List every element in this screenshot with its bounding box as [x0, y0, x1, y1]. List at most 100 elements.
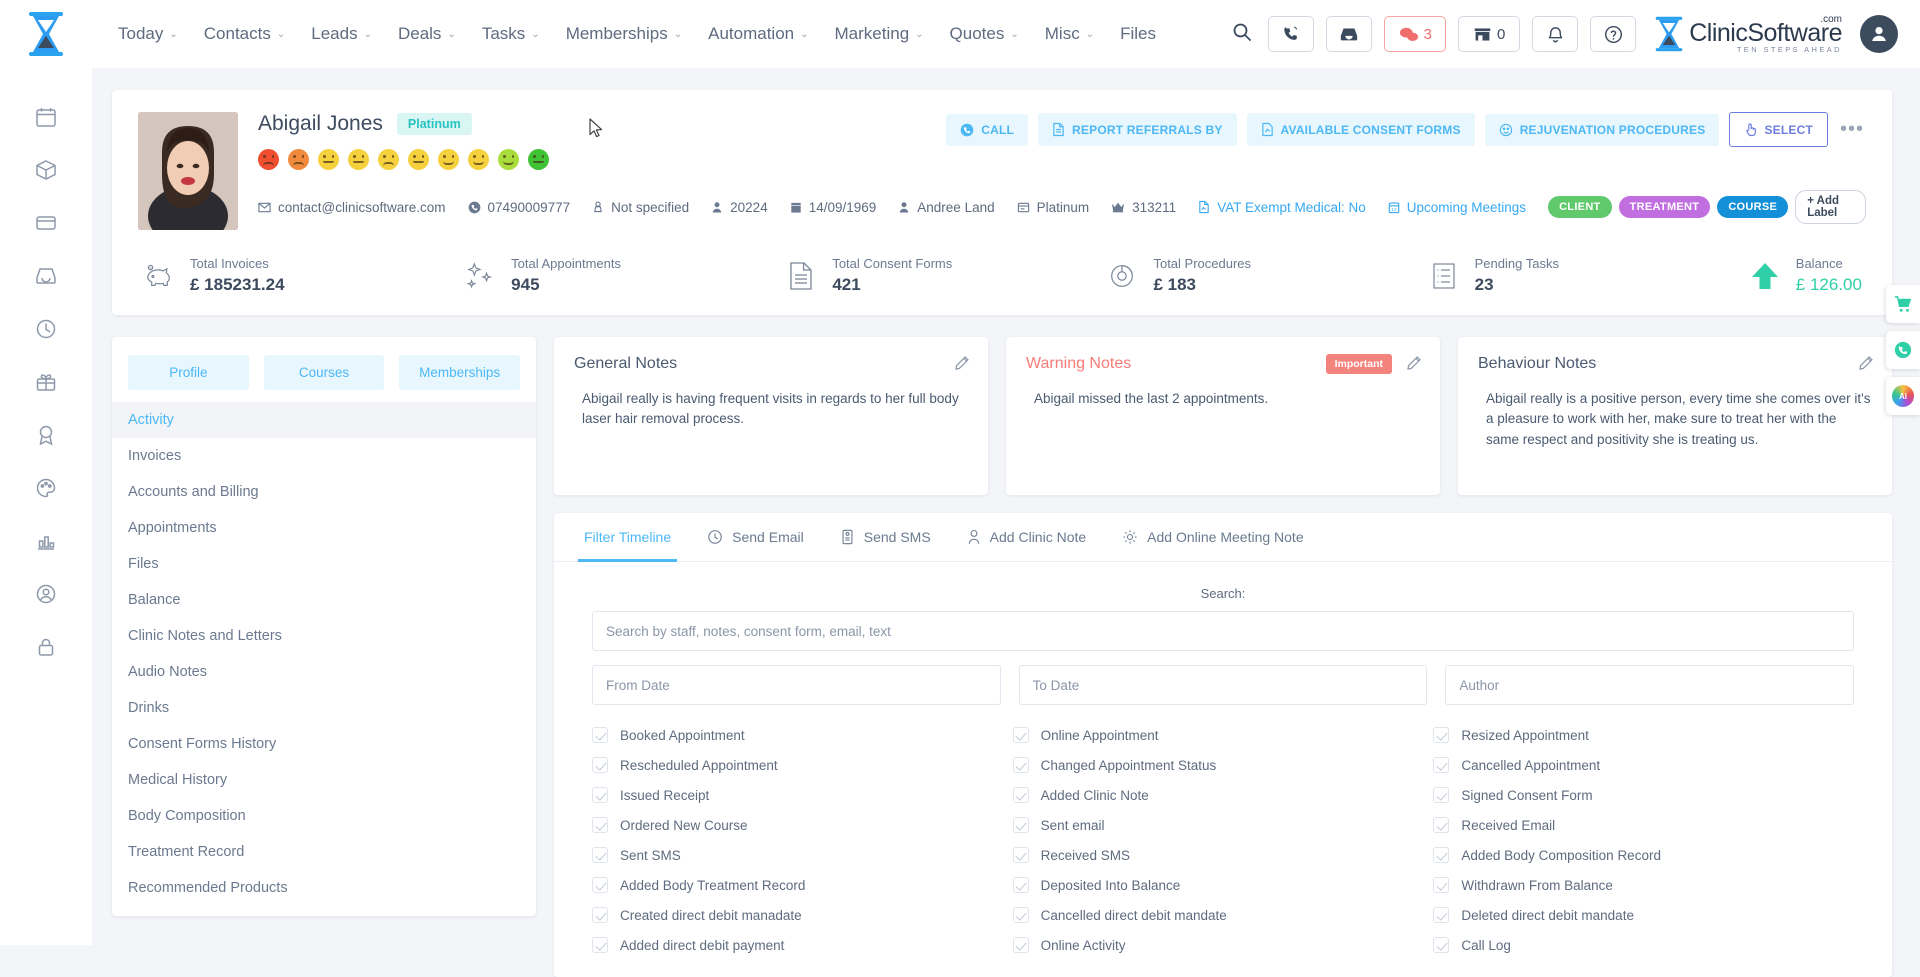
timeline-tab-add-online-meeting-note[interactable]: Add Online Meeting Note: [1104, 513, 1321, 561]
rail-cards-icon[interactable]: [35, 212, 57, 239]
tag-course[interactable]: COURSE: [1717, 196, 1788, 218]
timeline-tab-send-email[interactable]: Send Email: [689, 513, 822, 561]
checkbox-box[interactable]: [592, 877, 608, 893]
report-referrals-by-button[interactable]: REPORT REFERRALS BY: [1038, 113, 1236, 146]
checkbox-added-direct-debit-payment[interactable]: Added direct debit payment: [592, 937, 1013, 953]
checkbox-received-email[interactable]: Received Email: [1433, 817, 1854, 833]
nav-item-misc[interactable]: Misc⌄: [1045, 24, 1094, 44]
rating-face-4[interactable]: [348, 149, 369, 170]
checkbox-cancelled-appointment[interactable]: Cancelled Appointment: [1433, 757, 1854, 773]
checkbox-deleted-direct-debit-mandate[interactable]: Deleted direct debit mandate: [1433, 907, 1854, 923]
call-button[interactable]: CALL: [946, 114, 1028, 146]
nav-item-files[interactable]: Files: [1120, 24, 1156, 44]
edit-behaviour-notes-icon[interactable]: [1858, 355, 1874, 376]
checkbox-box[interactable]: [1433, 817, 1449, 833]
checkbox-online-appointment[interactable]: Online Appointment: [1013, 727, 1434, 743]
rail-badge-icon[interactable]: [35, 424, 57, 451]
sidebar-item-treatment-record[interactable]: Treatment Record: [112, 834, 536, 870]
checkbox-box[interactable]: [1433, 937, 1449, 953]
rating-face-6[interactable]: [408, 149, 429, 170]
checkbox-box[interactable]: [592, 847, 608, 863]
select-button[interactable]: SELECT: [1729, 112, 1828, 147]
rating-face-2[interactable]: [288, 149, 309, 170]
rail-account-icon[interactable]: [35, 583, 57, 610]
nav-item-today[interactable]: Today⌄: [118, 24, 178, 44]
sidebar-item-clinic-notes-and-letters[interactable]: Clinic Notes and Letters: [112, 618, 536, 654]
sidebar-item-accounts-and-billing[interactable]: Accounts and Billing: [112, 474, 536, 510]
checkbox-box[interactable]: [1433, 757, 1449, 773]
checkbox-box[interactable]: [592, 757, 608, 773]
checkbox-booked-appointment[interactable]: Booked Appointment: [592, 727, 1013, 743]
sidebar-item-consent-forms-history[interactable]: Consent Forms History: [112, 726, 536, 762]
checkbox-box[interactable]: [1433, 847, 1449, 863]
sidebar-item-balance[interactable]: Balance: [112, 582, 536, 618]
sidebar-item-drinks[interactable]: Drinks: [112, 690, 536, 726]
search-icon[interactable]: [1232, 22, 1252, 47]
more-options-icon[interactable]: •••: [1838, 118, 1866, 141]
checkbox-box[interactable]: [592, 817, 608, 833]
checkbox-ordered-new-course[interactable]: Ordered New Course: [592, 817, 1013, 833]
checkbox-withdrawn-from-balance[interactable]: Withdrawn From Balance: [1433, 877, 1854, 893]
edit-general-notes-icon[interactable]: [954, 355, 970, 376]
tag-treatment[interactable]: TREATMENT: [1619, 196, 1711, 218]
ai-assistant-button[interactable]: AI: [1886, 377, 1920, 415]
checkbox-box[interactable]: [1433, 877, 1449, 893]
sidebar-item-body-composition[interactable]: Body Composition: [112, 798, 536, 834]
checkbox-cancelled-direct-debit-mandate[interactable]: Cancelled direct debit mandate: [1013, 907, 1434, 923]
checkbox-signed-consent-form[interactable]: Signed Consent Form: [1433, 787, 1854, 803]
sidebar-item-invoices[interactable]: Invoices: [112, 438, 536, 474]
available-consent-forms-button[interactable]: AVAILABLE CONSENT FORMS: [1247, 113, 1475, 146]
edit-warning-notes-icon[interactable]: [1406, 355, 1422, 376]
checkbox-box[interactable]: [1013, 757, 1029, 773]
nav-item-marketing[interactable]: Marketing⌄: [835, 24, 924, 44]
checkbox-box[interactable]: [1013, 907, 1029, 923]
checkbox-sent-email[interactable]: Sent email: [1013, 817, 1434, 833]
rail-palette-icon[interactable]: [35, 477, 57, 504]
sidebar-item-audio-notes[interactable]: Audio Notes: [112, 654, 536, 690]
nav-item-deals[interactable]: Deals⌄: [398, 24, 456, 44]
rail-lock-icon[interactable]: [35, 636, 57, 663]
nav-item-tasks[interactable]: Tasks⌄: [482, 24, 540, 44]
app-logo[interactable]: [0, 0, 92, 68]
help-button[interactable]: [1590, 16, 1636, 52]
checkbox-box[interactable]: [1013, 877, 1029, 893]
nav-item-contacts[interactable]: Contacts⌄: [204, 24, 285, 44]
rating-face-3[interactable]: [318, 149, 339, 170]
checkbox-received-sms[interactable]: Received SMS: [1013, 847, 1434, 863]
author-input[interactable]: [1445, 665, 1854, 705]
nav-item-leads[interactable]: Leads⌄: [311, 24, 372, 44]
checkbox-created-direct-debit-manadate[interactable]: Created direct debit manadate: [592, 907, 1013, 923]
rail-gift-icon[interactable]: [35, 371, 57, 398]
client-photo[interactable]: [138, 112, 238, 230]
rating-face-5[interactable]: [378, 149, 399, 170]
checkbox-call-log[interactable]: Call Log: [1433, 937, 1854, 953]
rating-face-8[interactable]: [468, 149, 489, 170]
tab-profile[interactable]: Profile: [128, 355, 249, 390]
checkbox-box[interactable]: [1013, 787, 1029, 803]
timeline-tab-add-clinic-note[interactable]: Add Clinic Note: [949, 513, 1105, 561]
timeline-tab-send-sms[interactable]: Send SMS: [822, 513, 949, 561]
rail-history-icon[interactable]: [35, 318, 57, 345]
checkbox-box[interactable]: [1433, 787, 1449, 803]
checkbox-added-clinic-note[interactable]: Added Clinic Note: [1013, 787, 1434, 803]
rating-face-9[interactable]: [498, 149, 519, 170]
checkbox-sent-sms[interactable]: Sent SMS: [592, 847, 1013, 863]
from-date-input[interactable]: [592, 665, 1001, 705]
checkbox-changed-appointment-status[interactable]: Changed Appointment Status: [1013, 757, 1434, 773]
rating-face-10[interactable]: [528, 149, 549, 170]
to-date-input[interactable]: [1019, 665, 1428, 705]
checkbox-box[interactable]: [592, 727, 608, 743]
checkbox-added-body-treatment-record[interactable]: Added Body Treatment Record: [592, 877, 1013, 893]
checkbox-rescheduled-appointment[interactable]: Rescheduled Appointment: [592, 757, 1013, 773]
sidebar-item-appointments[interactable]: Appointments: [112, 510, 536, 546]
sidebar-item-medical-history[interactable]: Medical History: [112, 762, 536, 798]
meta-document[interactable]: VAT Exempt Medical: No: [1198, 200, 1366, 215]
messages-button[interactable]: 3: [1384, 16, 1446, 52]
rejuvenation-procedures-button[interactable]: REJUVENATION PROCEDURES: [1485, 114, 1720, 146]
cart-button[interactable]: [1886, 285, 1920, 323]
checkbox-box[interactable]: [1013, 817, 1029, 833]
checkbox-deposited-into-balance[interactable]: Deposited Into Balance: [1013, 877, 1434, 893]
rail-chart-icon[interactable]: [35, 530, 57, 557]
rail-calendar-icon[interactable]: [35, 106, 57, 133]
